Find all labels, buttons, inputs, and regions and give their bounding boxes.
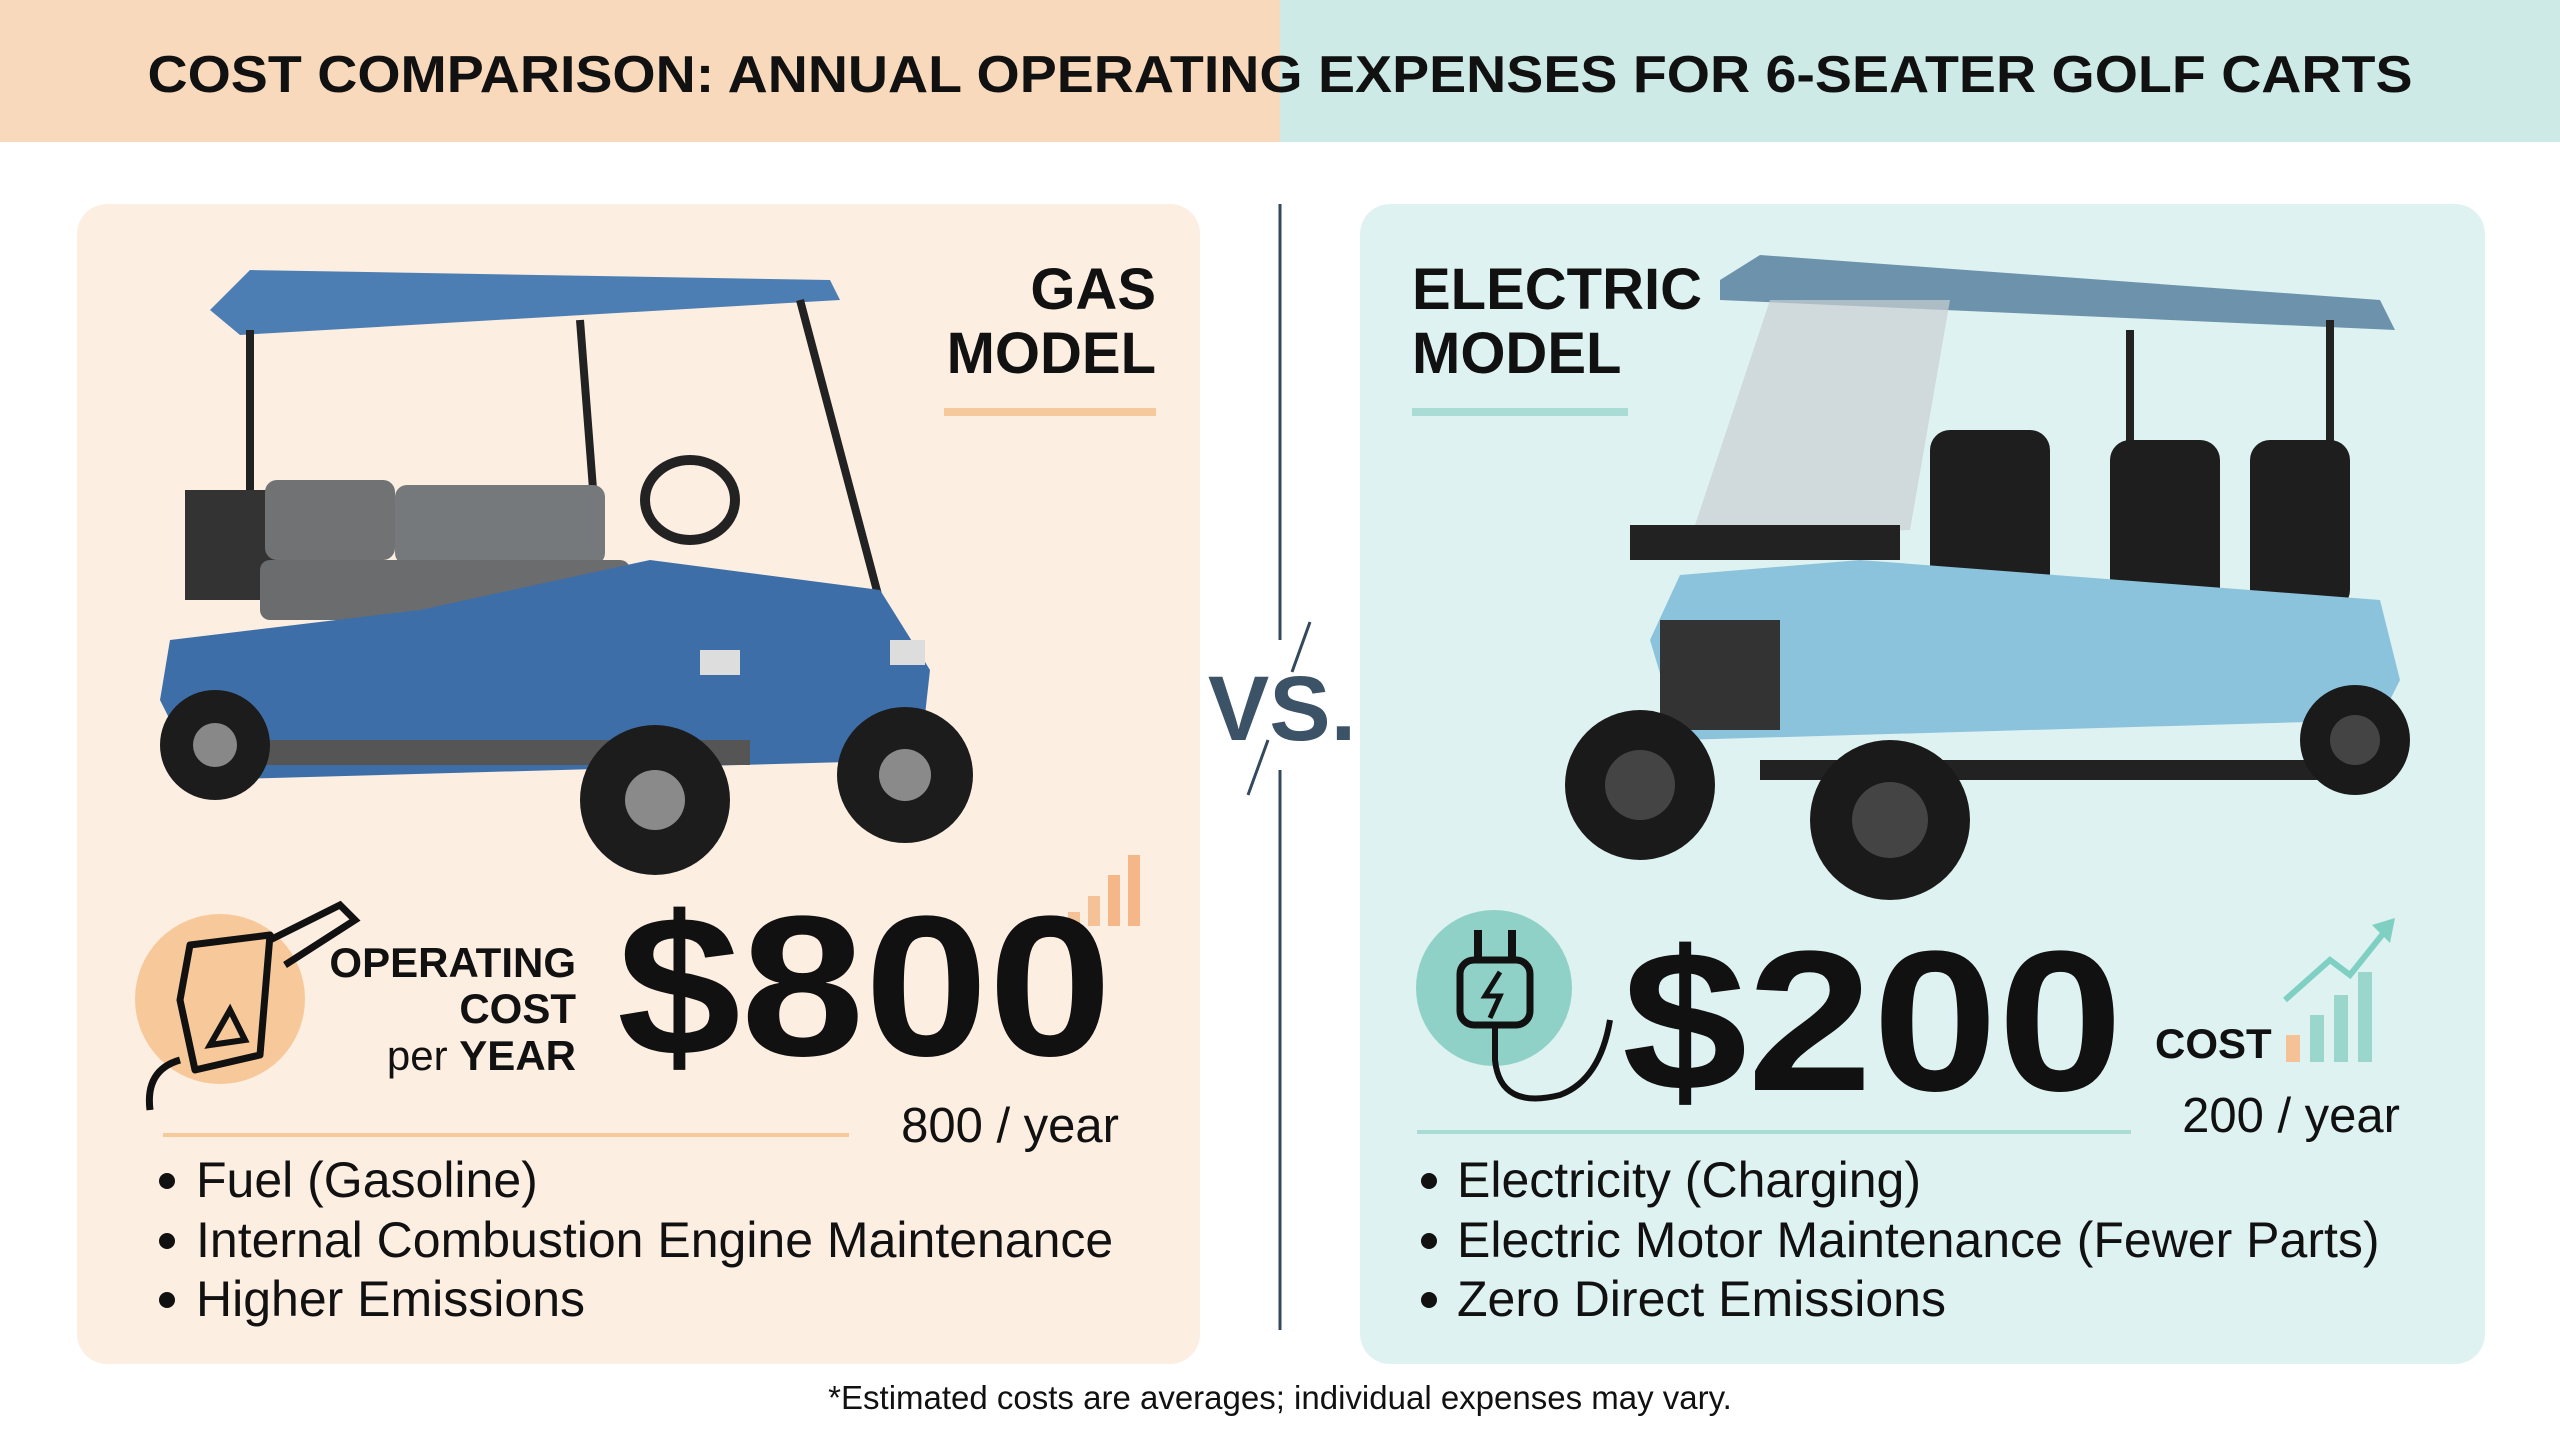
- electric-bullets: Electricity (Charging)Electric Motor Mai…: [1421, 1152, 2380, 1327]
- gas-title: GAS: [1030, 257, 1156, 322]
- fuel-icon: [135, 900, 361, 1111]
- gas-bullets: Fuel (Gasoline)Internal Combustion Engin…: [159, 1152, 1113, 1327]
- gas-cart-illustration: [160, 270, 973, 875]
- gas-amount: $800: [617, 875, 1112, 1098]
- bullet-text: Fuel (Gasoline): [196, 1152, 538, 1208]
- vs-label: VS.: [1208, 658, 1356, 760]
- bullet-text: Electricity (Charging): [1457, 1152, 1921, 1208]
- vs-slash: [1290, 621, 1312, 673]
- electric-per-year: 200 / year: [2182, 1089, 2400, 1143]
- cost-label: COST: [459, 985, 576, 1032]
- vs-gap: [1230, 640, 1330, 770]
- gas-underline: [944, 408, 1156, 416]
- electric-trend-icon: [2283, 918, 2395, 1062]
- electric-amount: $200: [1622, 910, 2123, 1133]
- title: COST COMPARISON: ANNUAL OPERATING EXPENS…: [148, 46, 2413, 104]
- bullet-text: Electric Motor Maintenance (Fewer Parts): [1457, 1212, 2380, 1268]
- bullet-dot: [159, 1173, 175, 1189]
- header-right: [1280, 0, 2560, 142]
- bullet-dot: [159, 1292, 175, 1308]
- footnote: *Estimated costs are averages; individua…: [828, 1379, 1732, 1416]
- per-word: per: [387, 1032, 448, 1079]
- gas-trend-icon: [1068, 855, 1140, 926]
- year-word: YEAR: [459, 1032, 576, 1079]
- electric-title: ELECTRIC: [1412, 257, 1702, 322]
- vs-slash: [1246, 739, 1270, 796]
- cost-label: COST: [2155, 1020, 2272, 1067]
- cost-label: OPERATING: [329, 939, 576, 986]
- gas-title: MODEL: [947, 321, 1156, 386]
- electric-rule: [1417, 1130, 2131, 1134]
- bullet-text: Internal Combustion Engine Maintenance: [196, 1212, 1113, 1268]
- bullet-dot: [1421, 1173, 1437, 1189]
- bullet-dot: [1421, 1233, 1437, 1249]
- plug-icon: [1416, 910, 1613, 1102]
- bullet-dot: [159, 1233, 175, 1249]
- bullet-text: Zero Direct Emissions: [1457, 1271, 1946, 1327]
- gas-rule: [163, 1133, 849, 1137]
- electric-cart-illustration: [1565, 255, 2410, 900]
- header-left: [0, 0, 1280, 142]
- electric-underline: [1412, 408, 1628, 416]
- bullet-text: Higher Emissions: [196, 1271, 585, 1327]
- electric-title: MODEL: [1412, 321, 1621, 386]
- cost-label: per YEAR: [387, 1032, 576, 1079]
- bullet-dot: [1421, 1292, 1437, 1308]
- gas-per-year: 800 / year: [901, 1099, 1119, 1153]
